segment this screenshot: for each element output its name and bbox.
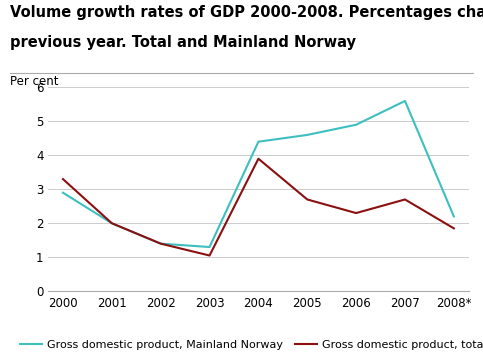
Gross domestic product, total [60,177,66,181]
Gross domestic product, Mainland Norway [402,99,408,103]
Gross domestic product, Mainland Norway [60,190,66,195]
Gross domestic product, Mainland Norway [353,123,359,127]
Gross domestic product, Mainland Norway [207,245,213,249]
Gross domestic product, total [207,253,213,258]
Gross domestic product, total [109,221,115,225]
Gross domestic product, total [158,241,164,246]
Gross domestic product, Mainland Norway [158,241,164,246]
Gross domestic product, Mainland Norway [109,221,115,225]
Line: Gross domestic product, Mainland Norway: Gross domestic product, Mainland Norway [63,101,454,247]
Gross domestic product, total [402,197,408,202]
Gross domestic product, Mainland Norway [451,214,457,219]
Gross domestic product, Mainland Norway [304,133,310,137]
Gross domestic product, total [451,226,457,230]
Text: previous year. Total and Mainland Norway: previous year. Total and Mainland Norway [10,35,355,50]
Gross domestic product, total [256,157,261,161]
Gross domestic product, total [304,197,310,202]
Text: Volume growth rates of GDP 2000-2008. Percentages change from: Volume growth rates of GDP 2000-2008. Pe… [10,5,483,20]
Line: Gross domestic product, total: Gross domestic product, total [63,159,454,256]
Legend: Gross domestic product, Mainland Norway, Gross domestic product, total: Gross domestic product, Mainland Norway,… [15,336,483,355]
Text: Per cent: Per cent [10,75,58,88]
Gross domestic product, total [353,211,359,215]
Gross domestic product, Mainland Norway [256,139,261,144]
